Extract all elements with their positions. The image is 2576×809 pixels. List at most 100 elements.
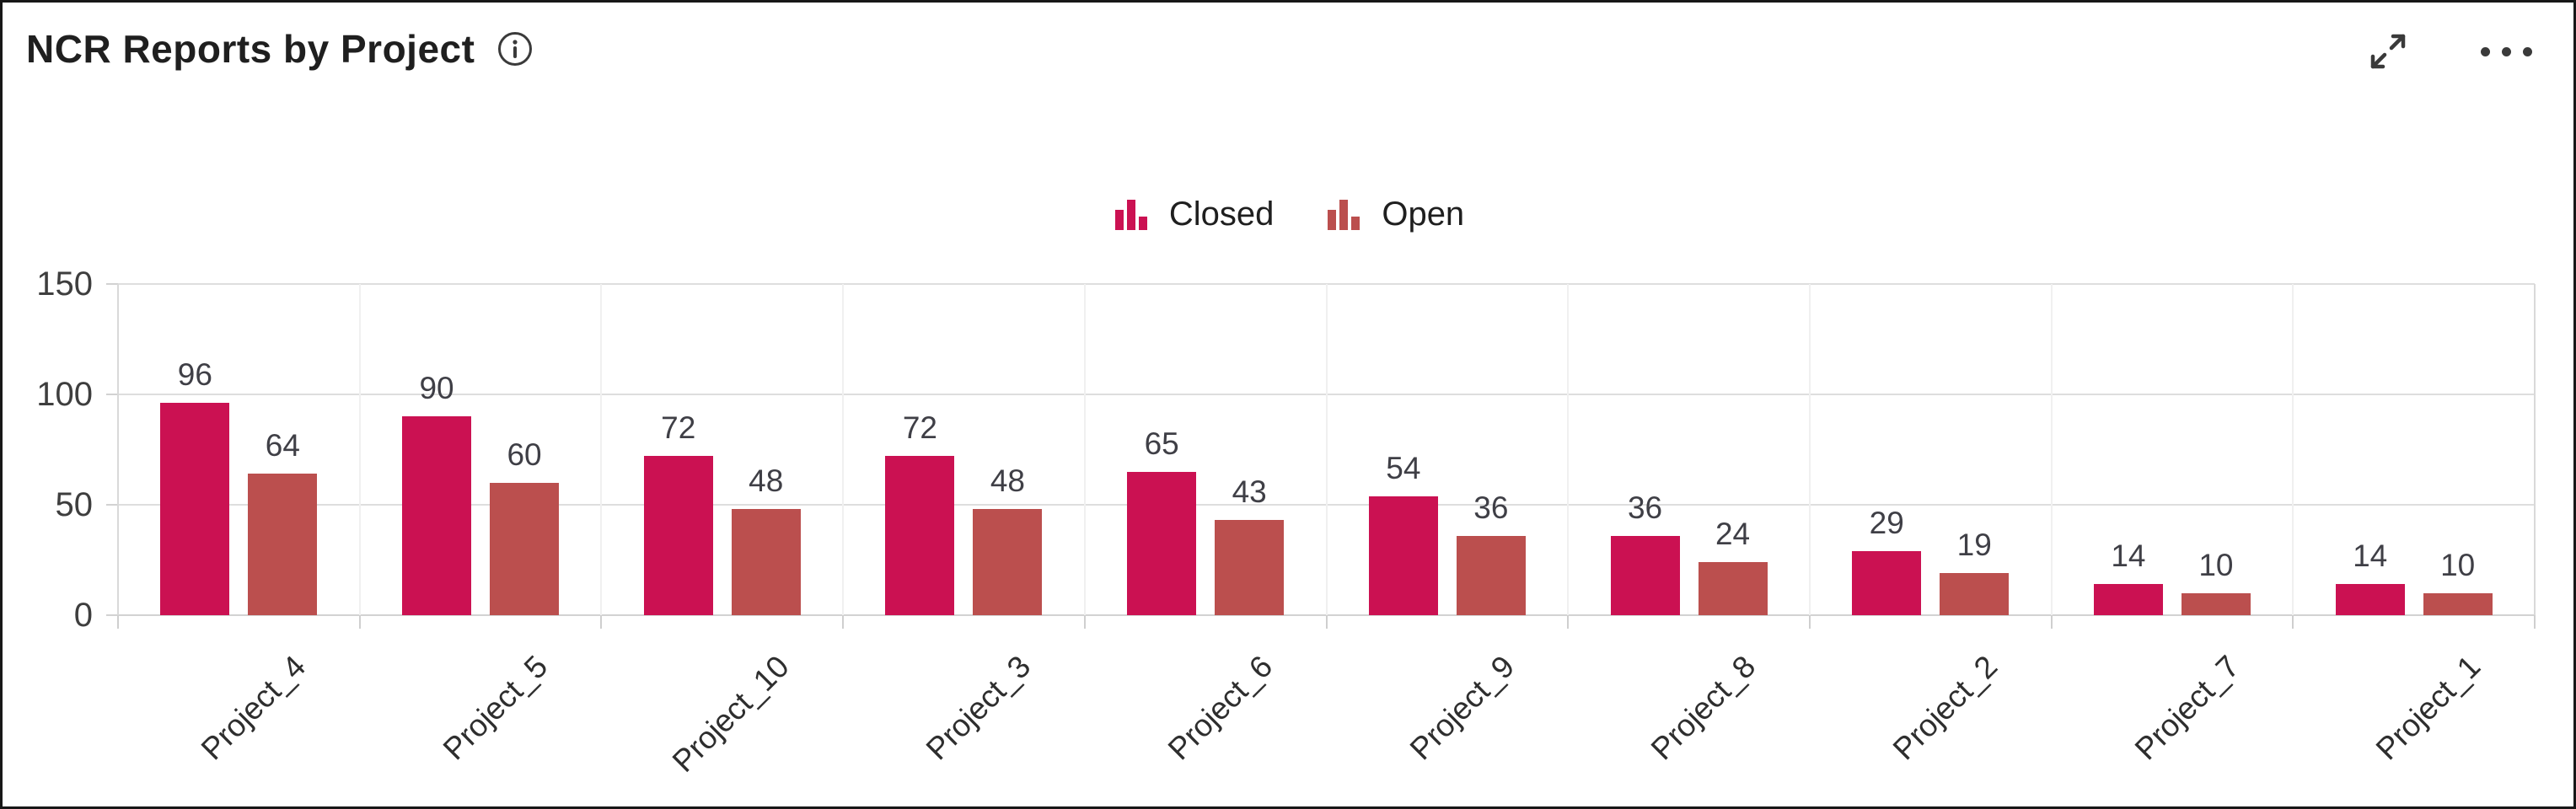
value-label-open-Project_4: 64 [265,428,300,463]
widget-actions [2364,28,2532,75]
x-axis-tick-7 [1808,615,1811,629]
column-chart-icon [1112,195,1151,233]
value-label-closed-Project_1: 14 [2353,538,2388,574]
bar-closed-Project_1[interactable] [2335,584,2405,615]
x-axis-label-Project_1: Project_1 [2369,649,2487,767]
legend-item-open[interactable]: Open [1324,195,1464,233]
bar-group-Project_6: 65 43 Project_6 [1085,284,1327,767]
bar-group-Project_3: 72 48 Project_3 [843,284,1085,767]
x-axis-tick-9 [2292,615,2294,629]
value-label-open-Project_10: 48 [749,463,784,499]
ellipsis-dots [2480,46,2532,56]
bar-open-Project_1[interactable] [2423,592,2493,615]
x-axis-tick-0 [117,615,119,629]
bar-open-Project_3[interactable] [973,509,1043,615]
x-axis-tick-2 [600,615,603,629]
expand-diagonal-icon[interactable] [2364,28,2412,75]
x-axis-label-Project_7: Project_7 [2128,649,2246,767]
bar-group-Project_10: 72 48 Project_10 [601,284,843,779]
value-label-open-Project_8: 24 [1715,517,1751,552]
x-axis-tick-8 [2050,615,2053,629]
widget-title: NCR Reports by Project [26,27,475,71]
x-axis-tick-1 [358,615,361,629]
bar-group-Project_8: 36 24 Project_8 [1568,284,1810,767]
bar-open-Project_6[interactable] [1215,520,1285,615]
plot-area: 0 50 100 150 96 64 Project_4 90 60 Project_5 72 48 P… [36,265,2536,779]
group-separator-2 [600,284,603,615]
bar-open-Project_7[interactable] [2181,592,2251,615]
bar-closed-Project_6[interactable] [1127,471,1197,615]
bar-closed-Project_9[interactable] [1368,496,1438,615]
bar-closed-Project_4[interactable] [160,403,230,615]
bar-group-Project_5: 90 60 Project_5 [360,284,602,767]
info-circle-icon[interactable] [495,29,535,69]
x-axis-label-Project_6: Project_6 [1161,649,1280,767]
y-axis-label-150: 150 [36,265,93,303]
y-axis-label-50: 50 [55,486,94,524]
x-axis-tick-3 [842,615,845,629]
bar-group-Project_9: 54 36 Project_9 [1327,284,1569,767]
bar-open-Project_9[interactable] [1456,535,1526,615]
group-separator-9 [2292,284,2294,615]
chart-legend: Closed Open [3,195,2573,233]
bar-group-Project_2: 29 19 Project_2 [1810,284,2052,767]
value-label-open-Project_6: 43 [1232,474,1267,510]
value-label-closed-Project_8: 36 [1627,490,1663,525]
bar-closed-Project_5[interactable] [402,416,472,615]
y-axis-tick-100 [106,394,118,396]
bar-open-Project_10[interactable] [731,509,801,615]
value-label-closed-Project_2: 29 [1869,506,1904,541]
x-axis-label-Project_8: Project_8 [1645,649,1763,767]
x-axis-label-Project_5: Project_5 [436,649,555,767]
value-label-open-Project_9: 36 [1473,490,1509,525]
y-axis-tick-150 [106,283,118,285]
bar-group-Project_4: 96 64 Project_4 [118,284,360,767]
y-axis-tick-50 [106,504,118,506]
y-axis-tick-0 [106,614,118,616]
bar-open-Project_4[interactable] [248,474,318,615]
value-label-open-Project_5: 60 [507,437,542,472]
bar-closed-Project_10[interactable] [643,456,713,615]
column-chart-icon [1324,195,1363,233]
y-axis-label-100: 100 [36,376,93,414]
group-separator-5 [1325,284,1328,615]
bar-open-Project_2[interactable] [1940,573,2010,615]
bar-group-Project_7: 14 10 Project_7 [2052,284,2294,767]
value-label-closed-Project_10: 72 [661,410,696,446]
legend-item-closed[interactable]: Closed [1112,195,1275,233]
ellipsis-horizontal-icon[interactable] [2480,28,2532,75]
bar-group-Project_1: 14 10 Project_1 [2293,284,2535,767]
bar-closed-Project_7[interactable] [2093,584,2163,615]
group-separator-3 [842,284,845,615]
x-axis-label-Project_3: Project_3 [919,649,1038,767]
x-axis-tick-5 [1325,615,1328,629]
group-separator-8 [2050,284,2053,615]
bar-closed-Project_2[interactable] [1852,551,1922,615]
group-separator-6 [1567,284,1570,615]
group-separator-7 [1808,284,1811,615]
value-label-open-Project_7: 10 [2198,547,2234,582]
value-label-closed-Project_6: 65 [1144,426,1179,461]
bar-closed-Project_8[interactable] [1610,535,1680,615]
widget-header: NCR Reports by Project [26,26,535,72]
value-label-closed-Project_4: 96 [177,357,212,393]
value-label-closed-Project_3: 72 [902,410,938,446]
x-axis-label-Project_9: Project_9 [1403,649,1521,767]
group-separator-0 [117,284,119,615]
x-axis-label-Project_2: Project_2 [1886,649,2004,767]
bar-closed-Project_3[interactable] [885,456,955,615]
value-label-open-Project_3: 48 [990,463,1026,499]
bar-open-Project_8[interactable] [1698,562,1768,615]
value-label-open-Project_2: 19 [1956,528,1992,563]
y-axis-label-0: 0 [73,597,93,634]
x-axis-label-Project_10: Project_10 [665,649,796,780]
legend-label-closed: Closed [1168,195,1275,233]
group-separator-1 [358,284,361,615]
bar-open-Project_5[interactable] [490,482,560,615]
group-separator-4 [1083,284,1086,615]
x-axis-tick-6 [1567,615,1570,629]
x-axis-tick-4 [1083,615,1086,629]
value-label-closed-Project_7: 14 [2111,538,2146,574]
value-label-open-Project_1: 10 [2440,547,2476,582]
